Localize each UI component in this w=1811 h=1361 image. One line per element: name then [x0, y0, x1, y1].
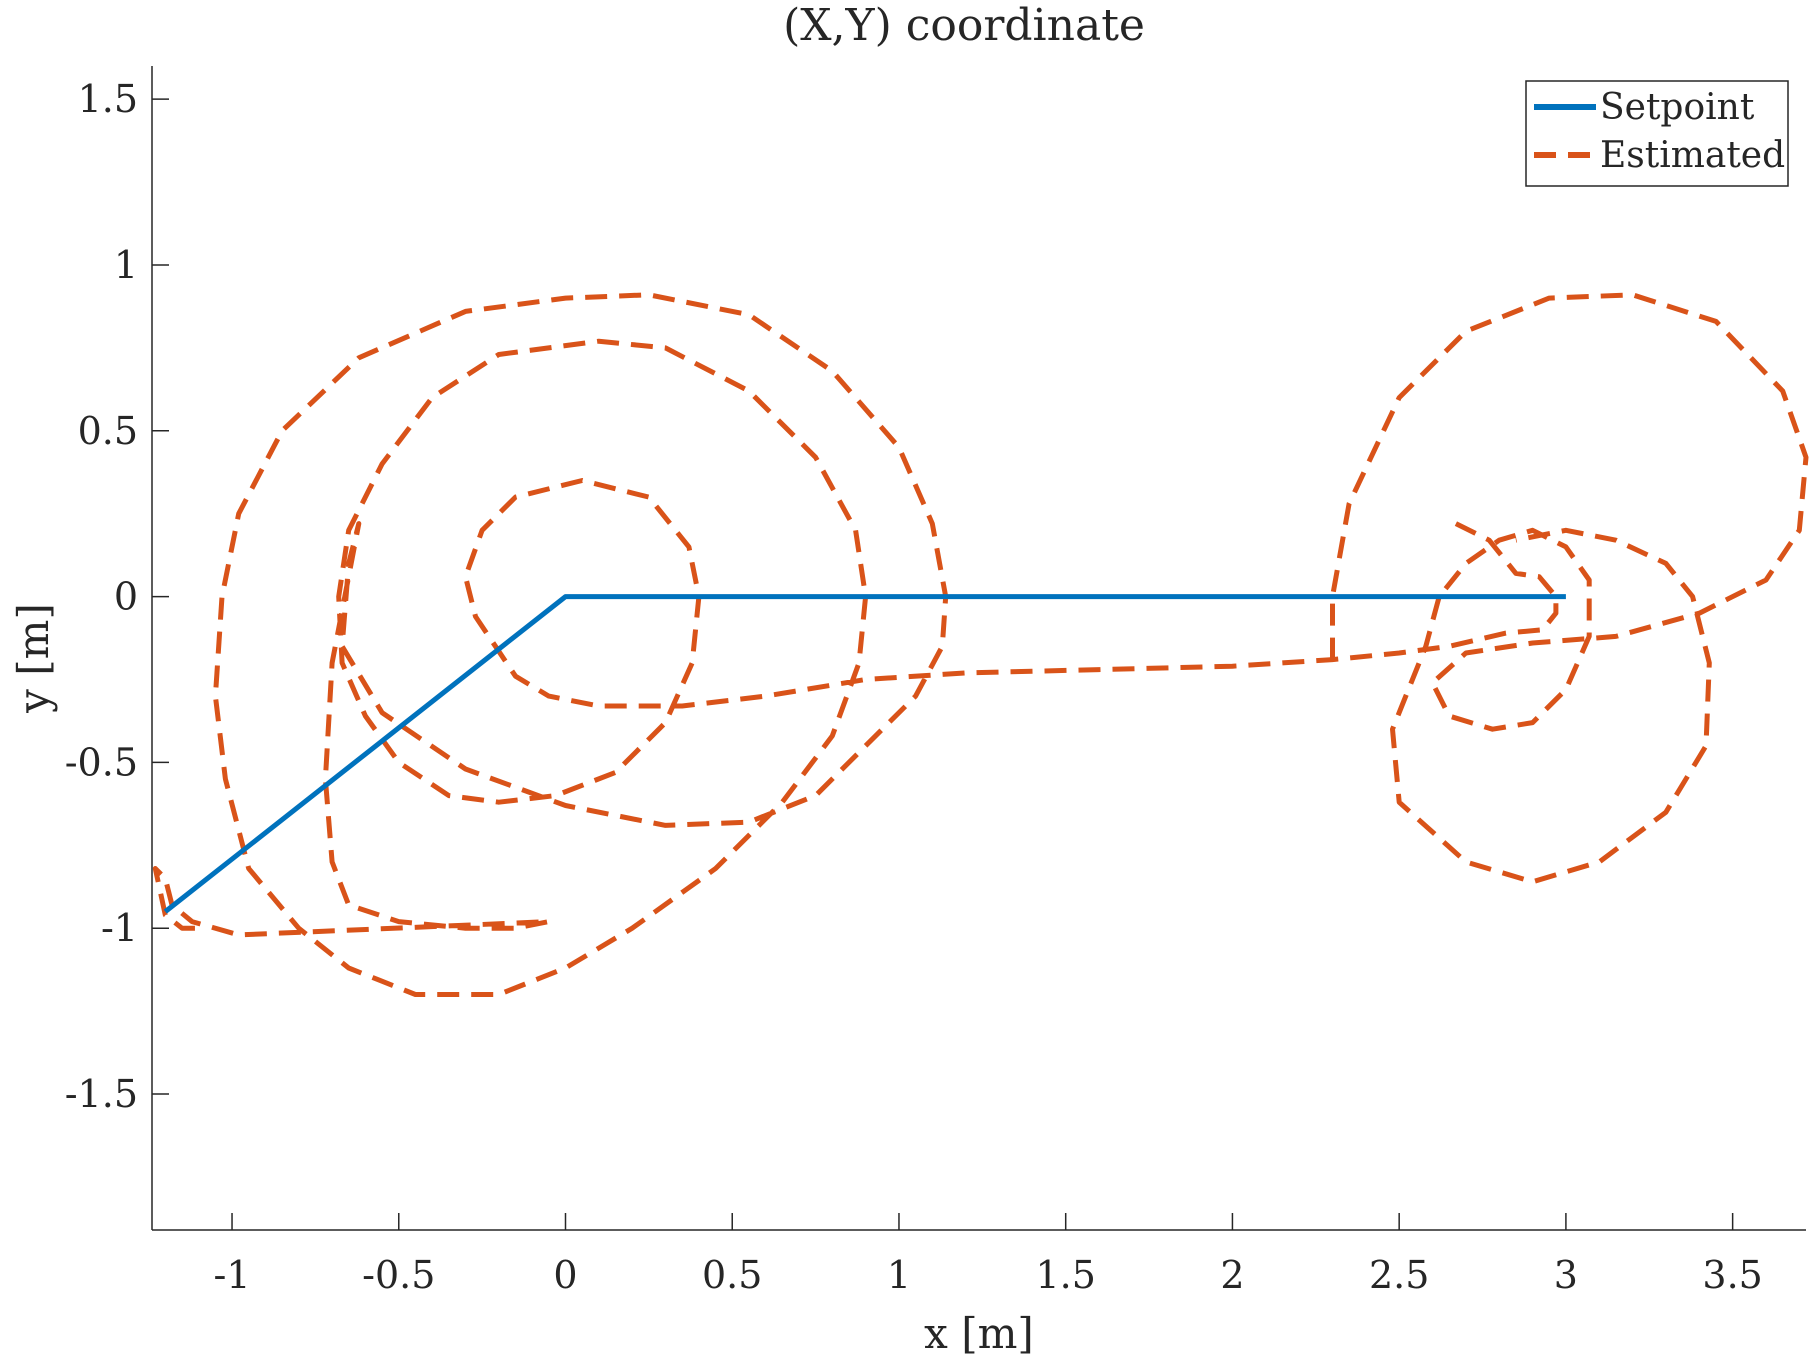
- x-axis-label: x [m]: [924, 1309, 1034, 1358]
- series-line-estimated: [152, 292, 1559, 997]
- chart-title: (X,Y) coordinate: [783, 0, 1145, 51]
- x-ticks: -1 -0.5 0 0.5 1 1.5 2 2.5 3 3.5: [214, 1213, 1763, 1297]
- x-tick-label: 0.5: [702, 1253, 762, 1297]
- legend-label-estimated: Estimated: [1600, 135, 1785, 176]
- y-tick-label: -1: [101, 906, 138, 950]
- x-tick-label: 3: [1554, 1253, 1578, 1297]
- series-line-setpoint: [163, 594, 1566, 914]
- y-tick-label: -0.5: [65, 740, 138, 784]
- x-tick-label: -0.5: [362, 1253, 435, 1297]
- x-tick-label: 2.5: [1369, 1253, 1429, 1297]
- y-axis-label: y [m]: [9, 603, 58, 714]
- x-tick-label: 1.5: [1035, 1253, 1095, 1297]
- y-ticks: -1.5 -1 -0.5 0 0.5 1 1.5: [65, 77, 169, 1116]
- x-tick-label: 3.5: [1702, 1253, 1762, 1297]
- y-tick-label: 0.5: [78, 409, 138, 453]
- plot-area: -1 -0.5 0 0.5 1 1.5 2 2.5 3 3.5 -1.5 -1 -0.5 0 0.5 1 1.…: [65, 66, 1809, 1297]
- legend-label-setpoint: Setpoint: [1600, 87, 1755, 128]
- y-tick-label: 1: [114, 243, 138, 287]
- y-tick-label: -1.5: [65, 1072, 138, 1116]
- x-tick-label: 2: [1220, 1253, 1244, 1297]
- x-tick-label: -1: [214, 1253, 251, 1297]
- legend-box: [1525, 80, 1789, 187]
- x-tick-label: 1: [887, 1253, 911, 1297]
- y-tick-label: 0: [114, 575, 138, 619]
- x-tick-label: 0: [553, 1253, 577, 1297]
- y-tick-label: 1.5: [78, 77, 138, 121]
- legend: Setpoint Estimated: [1525, 80, 1789, 187]
- series-line-estimated: [1330, 292, 1809, 885]
- series-layer: [152, 292, 1809, 997]
- plot-background: [152, 66, 1806, 1230]
